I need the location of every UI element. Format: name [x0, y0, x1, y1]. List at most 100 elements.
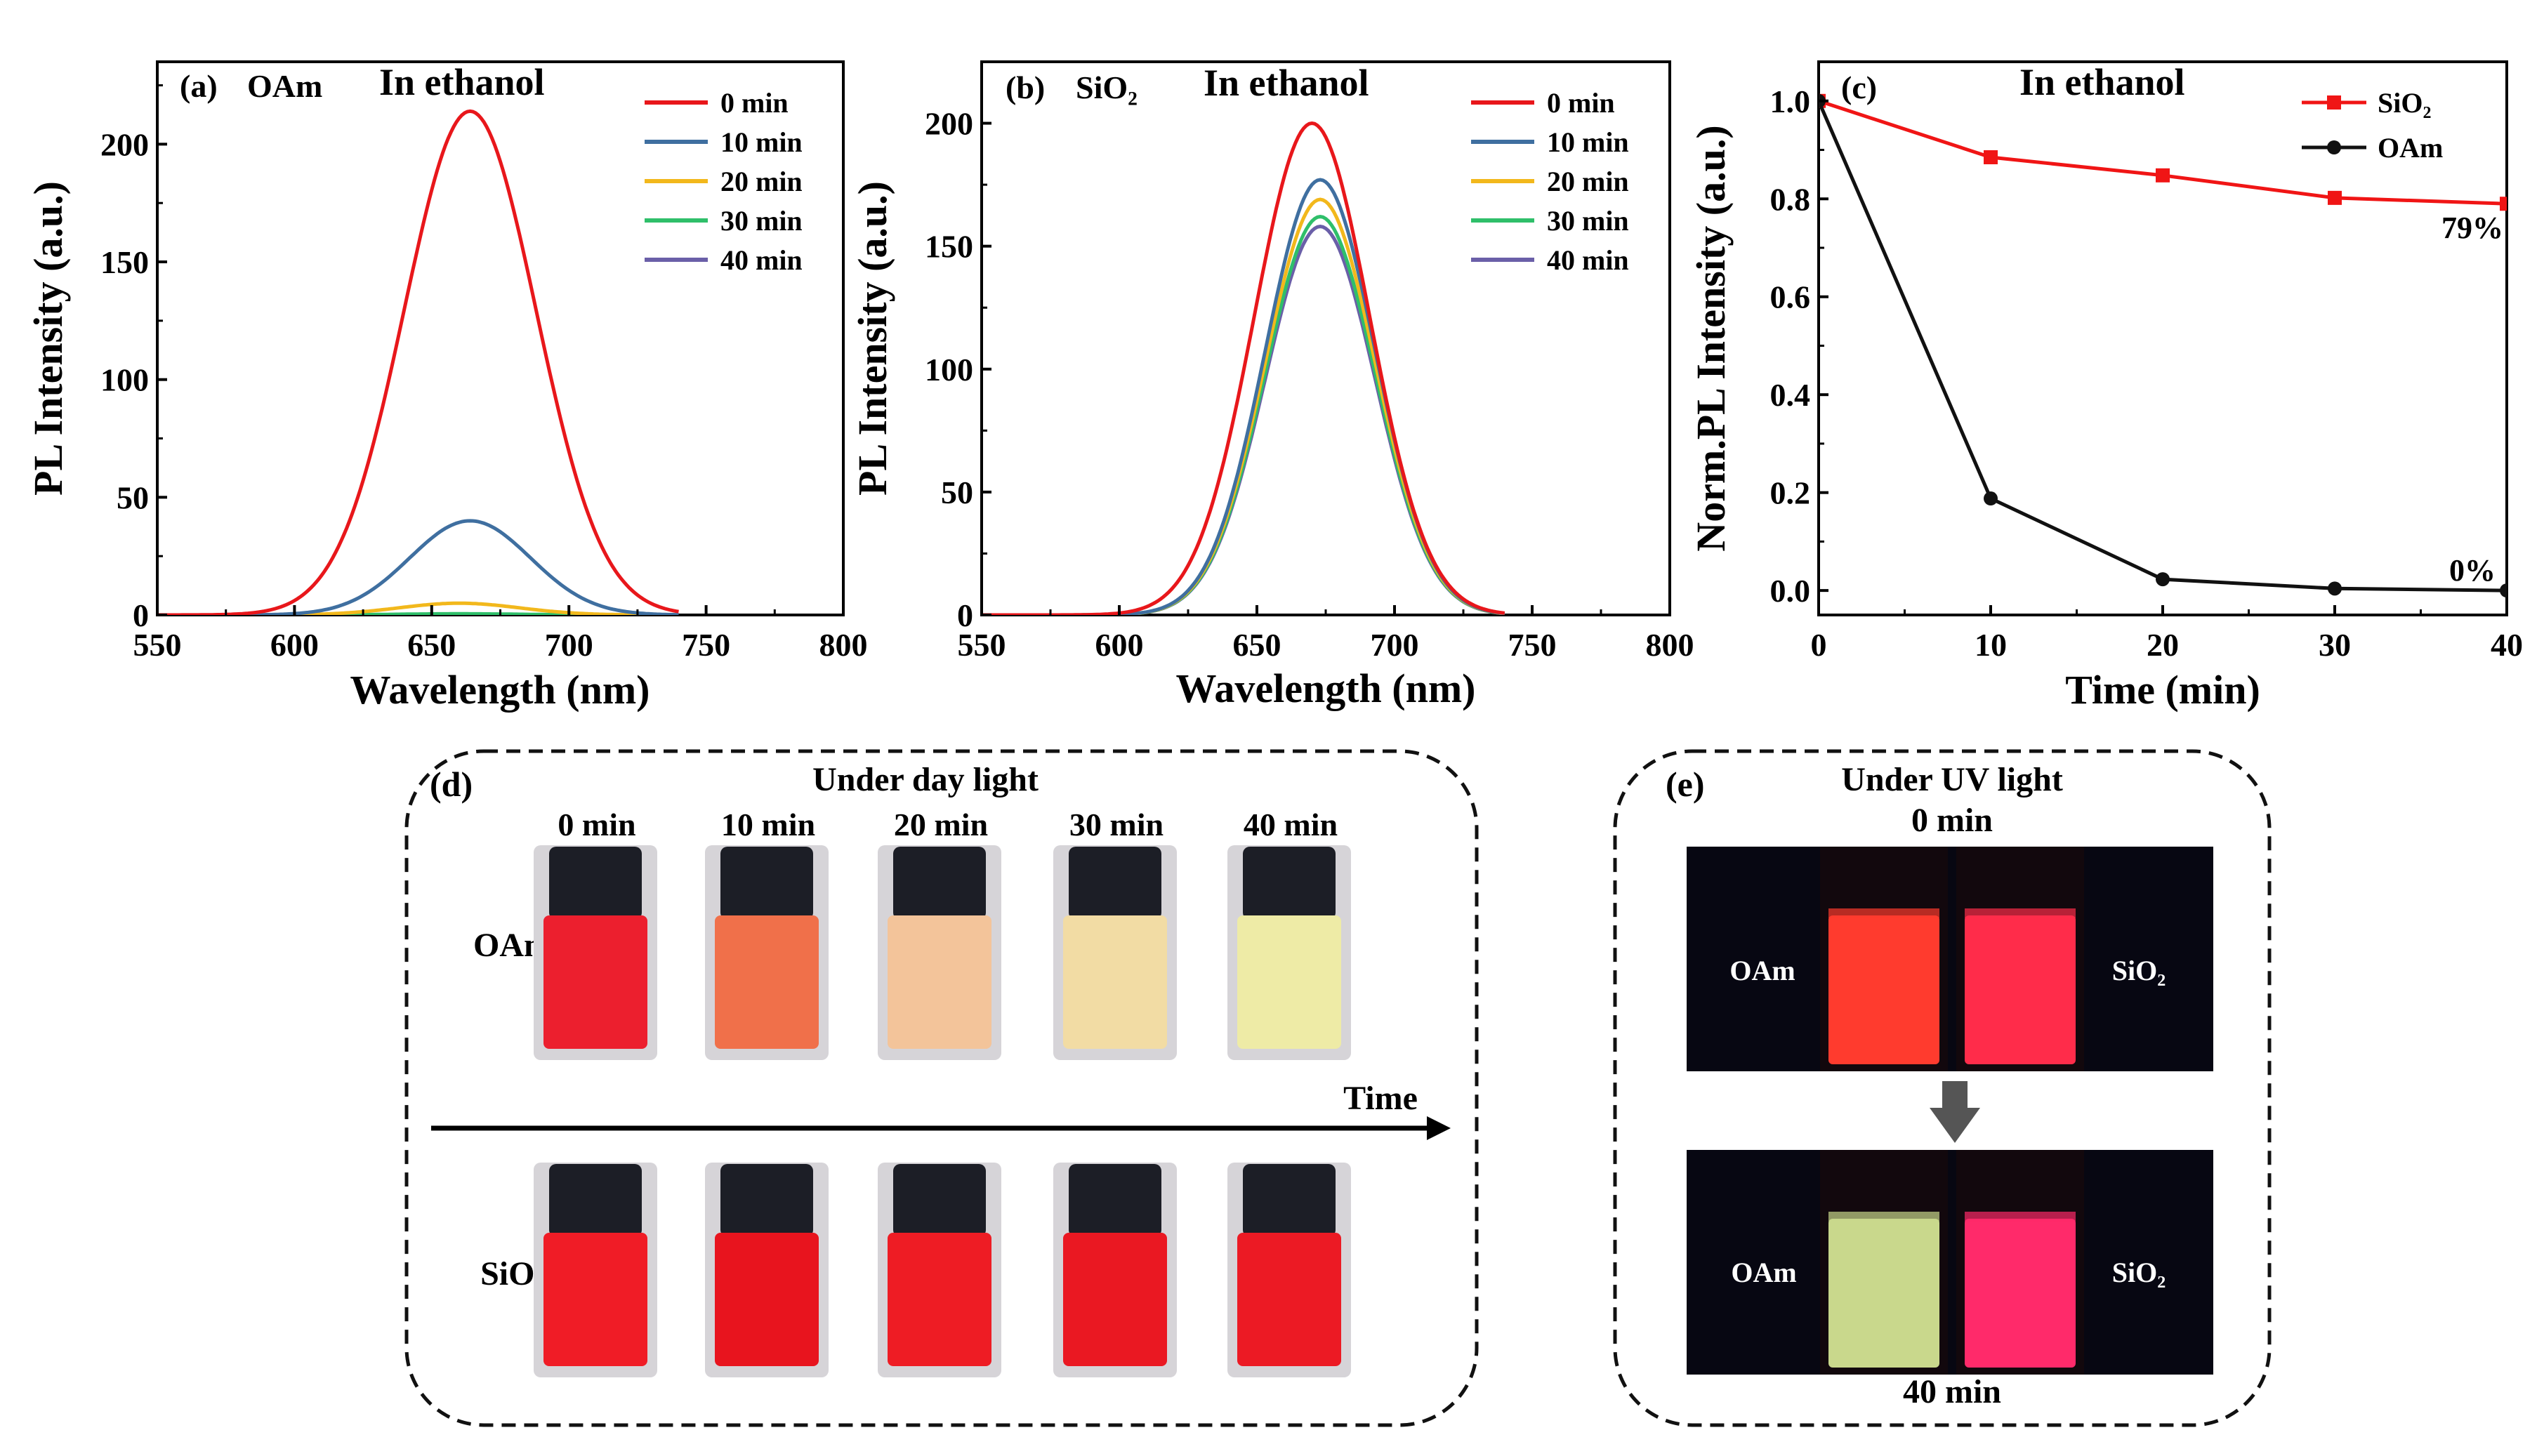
x-tick-label: 20	[2147, 627, 2179, 663]
x-tick-label: 700	[545, 627, 593, 663]
x-tick-label: 700	[1371, 627, 1419, 663]
x-tick-label: 650	[407, 627, 456, 663]
x-tick-label: 800	[819, 627, 868, 663]
panel-d: (d) Under day light 0 min 10 min 20 min 30 …	[404, 749, 1479, 1427]
x-tick-label: 650	[1233, 627, 1281, 663]
y-tick-label: 200	[925, 106, 973, 142]
panel-e: (e) Under UV light 0 min OAm SiO₂ OAm Si…	[1613, 749, 2272, 1427]
panel-b-title: In ethanol	[1204, 62, 1369, 104]
panel-c-label: (c)	[1841, 70, 1877, 105]
annotation-1: 0%	[2449, 553, 2496, 588]
vial-cap	[1069, 1164, 1161, 1237]
panel-e-title: Under UV light	[1841, 761, 2063, 798]
vial-cap	[1243, 1164, 1336, 1237]
series-line-4	[982, 225, 1505, 615]
legend-label-0: 0 min	[1547, 87, 1615, 119]
panel-a-ylabel: PL Intensity (a.u.)	[25, 181, 71, 496]
panel-b-ticks: 550 600 650 700 750 800 0 50 100 150 200	[925, 106, 1694, 663]
y-tick-label: 0.4	[1770, 377, 1811, 413]
panel-b-sample: SiO₂	[1076, 70, 1138, 105]
data-point-square	[2500, 197, 2507, 211]
data-point-circle	[2500, 583, 2507, 598]
data-point-square	[1984, 150, 1998, 164]
vial-cap	[549, 1164, 642, 1237]
uv-bottom-vials	[1820, 1150, 2084, 1375]
panel-a-label: (a)	[180, 68, 218, 104]
x-tick-label: 600	[270, 627, 319, 663]
series-line-2	[157, 601, 679, 615]
vial-liquid	[543, 915, 647, 1049]
y-tick-label: 0.8	[1770, 181, 1811, 217]
panel-c: 0 10 20 30 40 0.0 0.2 0.4 0.6 0.8 1.0 (c) In ethan…	[1688, 60, 2524, 713]
series-line-0	[157, 109, 679, 615]
uv-bottom-right-label: SiO₂	[2112, 1257, 2166, 1288]
uv-photo-bottom	[1687, 1150, 2213, 1375]
legend-label-2: 20 min	[720, 166, 803, 197]
x-tick-label: 550	[133, 627, 182, 663]
uv-vial-meniscus	[1828, 1212, 1939, 1222]
time-label-2: 20 min	[894, 807, 988, 842]
x-tick-label: 0	[1811, 627, 1827, 663]
vial-liquid	[888, 1233, 991, 1366]
legend-label-1: 10 min	[1547, 126, 1629, 158]
down-arrow-icon	[1930, 1108, 1980, 1143]
data-point-circle	[2328, 581, 2342, 596]
y-tick-label: 1.0	[1770, 84, 1811, 119]
panel-d-title: Under day light	[812, 761, 1039, 798]
panel-c-title: In ethanol	[2019, 61, 2185, 103]
uv-vial-meniscus	[1828, 908, 1939, 918]
x-tick-label: 40	[2491, 627, 2523, 663]
vial-cap	[720, 847, 813, 920]
time-arrow-label: Time	[1343, 1080, 1418, 1117]
x-tick-label: 30	[2319, 627, 2351, 663]
legend-label-3: 30 min	[720, 205, 803, 237]
time-label-0: 0 min	[558, 807, 635, 842]
series-line-1	[157, 519, 679, 615]
series-line-2	[982, 197, 1505, 615]
panel-a-sample: OAm	[247, 68, 322, 104]
panel-c-ylabel: Norm.PL Intensity (a.u.)	[1688, 125, 1734, 551]
y-tick-label: 150	[100, 244, 149, 280]
panel-e-time-bottom: 40 min	[1903, 1373, 2001, 1410]
legend-label-1: 10 min	[720, 126, 803, 158]
panel-a-xlabel: Wavelength (nm)	[350, 667, 650, 713]
legend-label-3: 30 min	[1547, 205, 1629, 237]
uv-bottom-left-label: OAm	[1731, 1257, 1796, 1288]
x-tick-label: 800	[1646, 627, 1694, 663]
vial-liquid	[888, 915, 991, 1049]
y-tick-label: 0.6	[1770, 279, 1811, 315]
panel-a: 550 600 650 700 750 800 0 50 100 150 200 (a) OAm I…	[25, 60, 868, 713]
y-tick-label: 50	[117, 479, 149, 515]
y-tick-label: 150	[925, 229, 973, 265]
panel-a-ticks: 550 600 650 700 750 800 0 50 100 150 200	[100, 84, 868, 663]
panel-d-vials-oam	[534, 845, 1351, 1060]
uv-vial-liquid	[1965, 915, 2076, 1064]
panel-e-label: (e)	[1666, 765, 1705, 804]
vial-liquid	[1237, 1233, 1341, 1366]
vial-liquid	[1063, 1233, 1167, 1366]
panel-d-time-labels: 0 min 10 min 20 min 30 min 40 min	[558, 807, 1338, 842]
vial-liquid	[715, 1233, 819, 1366]
uv-top-left-label: OAm	[1729, 955, 1795, 986]
panel-b-curves	[982, 121, 1505, 615]
uv-vial-liquid	[1828, 1219, 1939, 1368]
legend-label-4: 40 min	[720, 244, 803, 276]
vial-cap	[893, 847, 986, 920]
vial-liquid	[715, 915, 819, 1049]
panel-a-title: In ethanol	[379, 61, 545, 103]
vial-liquid	[543, 1233, 647, 1366]
y-tick-label: 0.2	[1770, 475, 1811, 511]
panel-c-ticks: 0 10 20 30 40 0.0 0.2 0.4 0.6 0.8 1.0	[1770, 84, 2524, 663]
y-tick-label: 0.0	[1770, 573, 1811, 609]
data-point-circle	[1984, 491, 1998, 506]
y-tick-label: 100	[925, 352, 973, 388]
annotation-0: 79%	[2441, 211, 2503, 245]
y-tick-label: 100	[100, 362, 149, 398]
panel-d-frame	[404, 749, 1479, 1427]
x-tick-label: 750	[682, 627, 730, 663]
uv-vial-liquid	[1828, 915, 1939, 1064]
panel-a-legend: 0 min 10 min 20 min 30 min 40 min	[645, 87, 803, 276]
time-arrow-head-icon	[1427, 1116, 1451, 1140]
time-label-1: 10 min	[721, 807, 815, 842]
